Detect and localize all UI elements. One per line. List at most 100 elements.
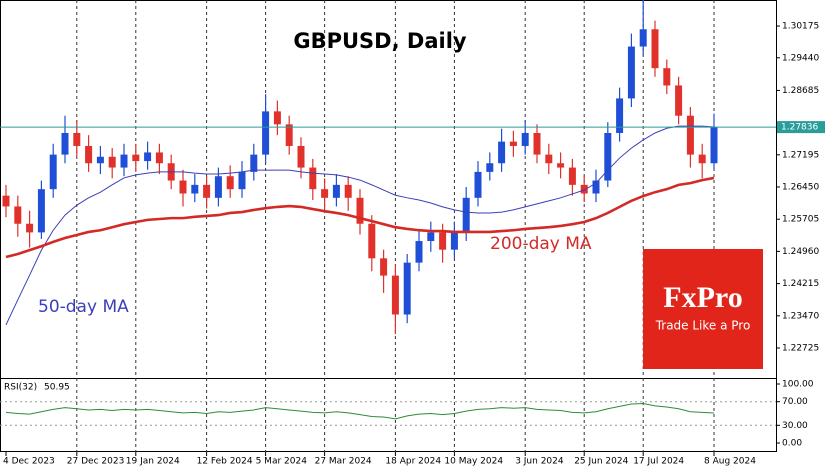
- candle-body: [568, 167, 576, 185]
- candle-body: [14, 206, 22, 224]
- candle-body: [297, 145, 305, 168]
- x-tick-label: 27 Dec 2023: [67, 457, 125, 467]
- ma-line: [5, 125, 715, 326]
- y-tick-label: 1.23470: [782, 311, 819, 321]
- x-tick-label: 18 Apr 2024: [385, 457, 441, 467]
- y-tick-label: 1.24215: [782, 279, 819, 289]
- candle-body: [155, 152, 163, 164]
- x-tick-label: 12 Feb 2024: [197, 457, 253, 467]
- candle-body: [214, 176, 222, 198]
- y-tick-label: 1.25705: [782, 215, 819, 225]
- candle-body: [651, 29, 659, 69]
- candle-body: [203, 184, 211, 198]
- candle-body: [415, 241, 423, 263]
- candle-body: [356, 197, 364, 224]
- y-tick-label: 1.30175: [782, 22, 819, 32]
- plot-frame: [0, 0, 777, 452]
- logo-tagline: Trade Like a Pro: [655, 319, 751, 333]
- candle-body: [450, 232, 458, 250]
- candle-body: [686, 115, 694, 155]
- candle-body: [2, 195, 10, 207]
- y-tick-label: 1.22725: [782, 344, 819, 354]
- candle-body: [545, 154, 553, 164]
- candle-body: [108, 156, 116, 168]
- candle-body: [85, 145, 93, 164]
- rsi-tick-label: 70.00: [782, 397, 808, 407]
- candle-body: [309, 167, 317, 190]
- y-tick-label: 1.28685: [782, 86, 819, 96]
- candle-body: [226, 176, 234, 190]
- candle-body: [238, 171, 246, 190]
- candle-body: [144, 152, 152, 162]
- rsi-name: RSI(32): [4, 383, 37, 393]
- candle-body: [521, 132, 529, 146]
- logo-name: FxPro: [663, 281, 742, 314]
- candle-body: [262, 111, 270, 155]
- x-tick-label: 27 Mar 2024: [315, 457, 372, 467]
- candle-body: [698, 154, 706, 164]
- candle-body: [368, 223, 376, 259]
- candle-body: [427, 232, 435, 242]
- candle-body: [49, 154, 57, 190]
- x-tick-label: 25 Jun 2024: [574, 457, 628, 467]
- rsi-line: [5, 402, 715, 420]
- y-tick-label: 1.29440: [782, 53, 819, 63]
- candle-body: [179, 180, 187, 194]
- y-tick-label: 1.26450: [782, 183, 819, 193]
- candle-body: [26, 223, 34, 233]
- candle-body: [61, 132, 69, 155]
- candle-body: [439, 232, 447, 250]
- ma-label: 200-day MA: [490, 234, 592, 254]
- x-tick-label: 8 Aug 2024: [704, 457, 756, 467]
- candle-body: [592, 180, 600, 194]
- candle-body: [120, 154, 128, 168]
- current-price-label: 1.27836: [781, 123, 818, 133]
- chart-title: GBPUSD, Daily: [293, 29, 467, 53]
- x-tick-label: 17 Jul 2024: [633, 457, 684, 467]
- y-tick-label: 1.27195: [782, 150, 819, 160]
- candle-body: [37, 189, 45, 233]
- candle-body: [639, 29, 647, 47]
- candle-body: [403, 262, 411, 315]
- candle-body: [250, 154, 258, 172]
- x-tick-label: 4 Dec 2023: [3, 457, 55, 467]
- candle-body: [380, 258, 388, 276]
- y-tick-label: 1.24960: [782, 247, 819, 257]
- candle-body: [710, 127, 718, 164]
- candle-body: [498, 141, 506, 164]
- candle-body: [96, 156, 104, 164]
- x-tick-label: 3 Jun 2024: [515, 457, 564, 467]
- rsi-last-value: 50.95: [44, 383, 70, 393]
- candle-body: [627, 46, 635, 99]
- logo-box: [643, 249, 763, 369]
- ma-line: [5, 176, 715, 259]
- candle-body: [273, 111, 281, 125]
- candle-body: [604, 132, 612, 181]
- candle-body: [663, 68, 671, 86]
- ma-label: 50-day MA: [38, 297, 129, 317]
- candle-body: [285, 124, 293, 146]
- candle-body: [486, 163, 494, 172]
- x-tick-label: 10 May 2024: [444, 457, 503, 467]
- x-tick-label: 5 Mar 2024: [256, 457, 308, 467]
- candle-body: [321, 189, 329, 198]
- current-price-box: [777, 121, 825, 134]
- candle-body: [474, 171, 482, 198]
- candle-body: [344, 184, 352, 198]
- candle-body: [616, 98, 624, 133]
- candle-body: [557, 163, 565, 168]
- candle-body: [509, 141, 517, 146]
- x-tick-label: 19 Jan 2024: [126, 457, 180, 467]
- rsi-tick-label: 100.00: [782, 380, 814, 390]
- candle-body: [533, 132, 541, 155]
- candle-body: [132, 154, 140, 162]
- rsi-tick-label: 0.00: [782, 439, 802, 449]
- candle-body: [73, 132, 81, 146]
- candle-body: [580, 184, 588, 194]
- rsi-tick-label: 30.00: [782, 421, 808, 431]
- candle-body: [391, 275, 399, 315]
- candle-body: [462, 197, 470, 233]
- candle-body: [191, 184, 199, 194]
